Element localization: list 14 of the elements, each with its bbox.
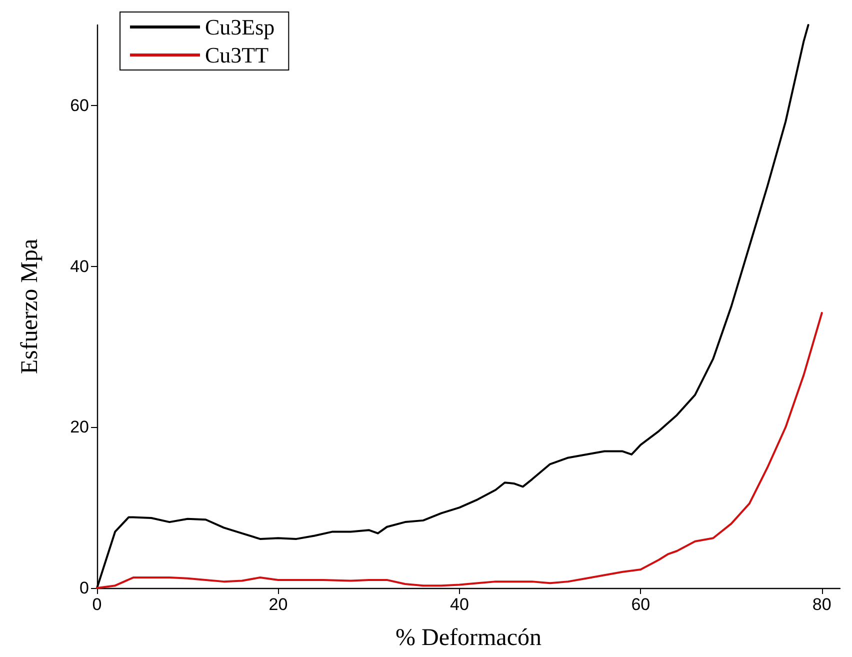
- y-tick-label: 0: [80, 578, 89, 598]
- x-axis-title: % Deformacón: [396, 625, 542, 651]
- y-tick-label: 20: [70, 418, 89, 437]
- x-tick-label: 20: [268, 595, 288, 614]
- x-tick-label: 0: [92, 595, 102, 614]
- x-tick-label: 80: [812, 595, 832, 614]
- y-tick-label: 40: [70, 256, 89, 276]
- line-series: [96, 312, 823, 589]
- legend-label: Cu3Esp: [205, 14, 275, 40]
- legend-label: Cu3TT: [205, 42, 270, 68]
- y-tick-label: 60: [70, 96, 89, 115]
- x-tick-label: 40: [450, 595, 469, 614]
- y-axis-title: Esfuerzo Mpa: [17, 238, 43, 374]
- x-tick-label: 60: [631, 595, 650, 614]
